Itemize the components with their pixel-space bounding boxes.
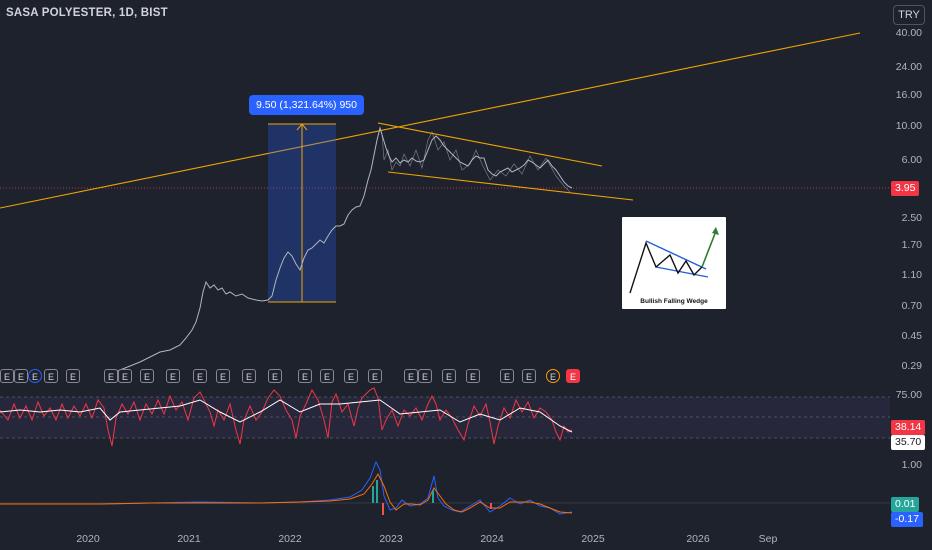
rsi-ma-tag: 35.70 — [891, 435, 926, 450]
earnings-event[interactable]: E — [193, 369, 207, 383]
earnings-event[interactable]: E — [242, 369, 256, 383]
earnings-event[interactable]: E — [298, 369, 312, 383]
earnings-event[interactable]: E — [44, 369, 58, 383]
price-chart[interactable] — [0, 0, 890, 550]
chart-title: SASA POLYESTER, 1D, BIST — [6, 7, 168, 19]
earnings-event[interactable]: E — [166, 369, 180, 383]
price-tick: 0.45 — [901, 330, 922, 342]
earnings-event[interactable]: E — [546, 369, 560, 383]
price-tick: 10.00 — [895, 120, 922, 132]
price-tick: 1.70 — [901, 239, 922, 251]
earnings-event[interactable]: E — [140, 369, 154, 383]
rsi-ma-line — [0, 399, 573, 433]
price-tick: 6.00 — [901, 154, 922, 166]
earnings-event[interactable]: E — [500, 369, 514, 383]
current-price-tag: 3.95 — [891, 181, 920, 196]
earnings-event[interactable]: E — [28, 369, 42, 383]
macd-histogram-tag: 0.01 — [891, 497, 920, 512]
price-tick: 2.50 — [901, 212, 922, 224]
earnings-event[interactable]: E — [14, 369, 28, 383]
measure-label: 9.50 (1,321.64%) 950 — [249, 95, 364, 115]
earnings-event[interactable]: E — [0, 369, 14, 383]
rsi-value-tag: 38.14 — [891, 420, 926, 435]
earnings-event[interactable]: E — [404, 369, 418, 383]
earnings-event[interactable]: E — [216, 369, 230, 383]
price-tick: 24.00 — [895, 61, 922, 73]
time-tick: Sep — [758, 533, 778, 545]
time-tick: 2023 — [379, 533, 403, 545]
earnings-event[interactable]: E — [344, 369, 358, 383]
price-axis[interactable]: 40.00 24.00 16.00 10.00 6.00 2.50 1.70 1… — [890, 0, 932, 550]
earnings-event[interactable]: E — [522, 369, 536, 383]
time-tick: 2021 — [177, 533, 201, 545]
rsi-band — [0, 397, 890, 438]
macd-tick: 1.00 — [901, 459, 922, 471]
time-tick: 2026 — [686, 533, 710, 545]
price-series — [109, 126, 573, 375]
earnings-event[interactable]: E — [368, 369, 382, 383]
rsi-tick: 75.00 — [895, 389, 922, 401]
wedge-lower-line[interactable] — [387, 171, 634, 201]
time-tick: 2025 — [581, 533, 605, 545]
earnings-event[interactable]: E — [320, 369, 334, 383]
earnings-event[interactable]: E — [104, 369, 118, 383]
price-tick: 40.00 — [895, 27, 922, 39]
time-tick: 2022 — [278, 533, 302, 545]
macd-line — [0, 460, 573, 515]
earnings-event-latest[interactable]: E — [566, 369, 580, 383]
earnings-event[interactable]: E — [418, 369, 432, 383]
price-tick: 0.29 — [901, 360, 922, 372]
time-tick: 2024 — [480, 533, 504, 545]
price-tick: 0.70 — [901, 300, 922, 312]
earnings-event[interactable]: E — [66, 369, 80, 383]
earnings-event[interactable]: E — [466, 369, 480, 383]
signal-line — [0, 472, 573, 514]
earnings-event[interactable]: E — [442, 369, 456, 383]
earnings-event[interactable]: E — [118, 369, 132, 383]
earnings-event[interactable]: E — [268, 369, 282, 383]
macd-histogram — [372, 480, 492, 515]
events-row: E E E E E E E E E E E E E E E E E E E E … — [0, 369, 890, 385]
long-trendline[interactable] — [0, 32, 861, 209]
rsi-line — [0, 387, 573, 447]
price-tick: 16.00 — [895, 89, 922, 101]
inset-caption: Bullish Falling Wedge — [640, 298, 708, 305]
signal-value-tag: -0.17 — [891, 512, 923, 527]
price-tick: 1.10 — [901, 269, 922, 281]
wedge-pattern-icon — [629, 227, 719, 294]
wedge-upper-line[interactable] — [377, 122, 603, 167]
time-tick: 2020 — [76, 533, 100, 545]
currency-button[interactable]: TRY — [893, 5, 925, 25]
bullish-falling-wedge-inset: Bullish Falling Wedge — [622, 217, 726, 309]
